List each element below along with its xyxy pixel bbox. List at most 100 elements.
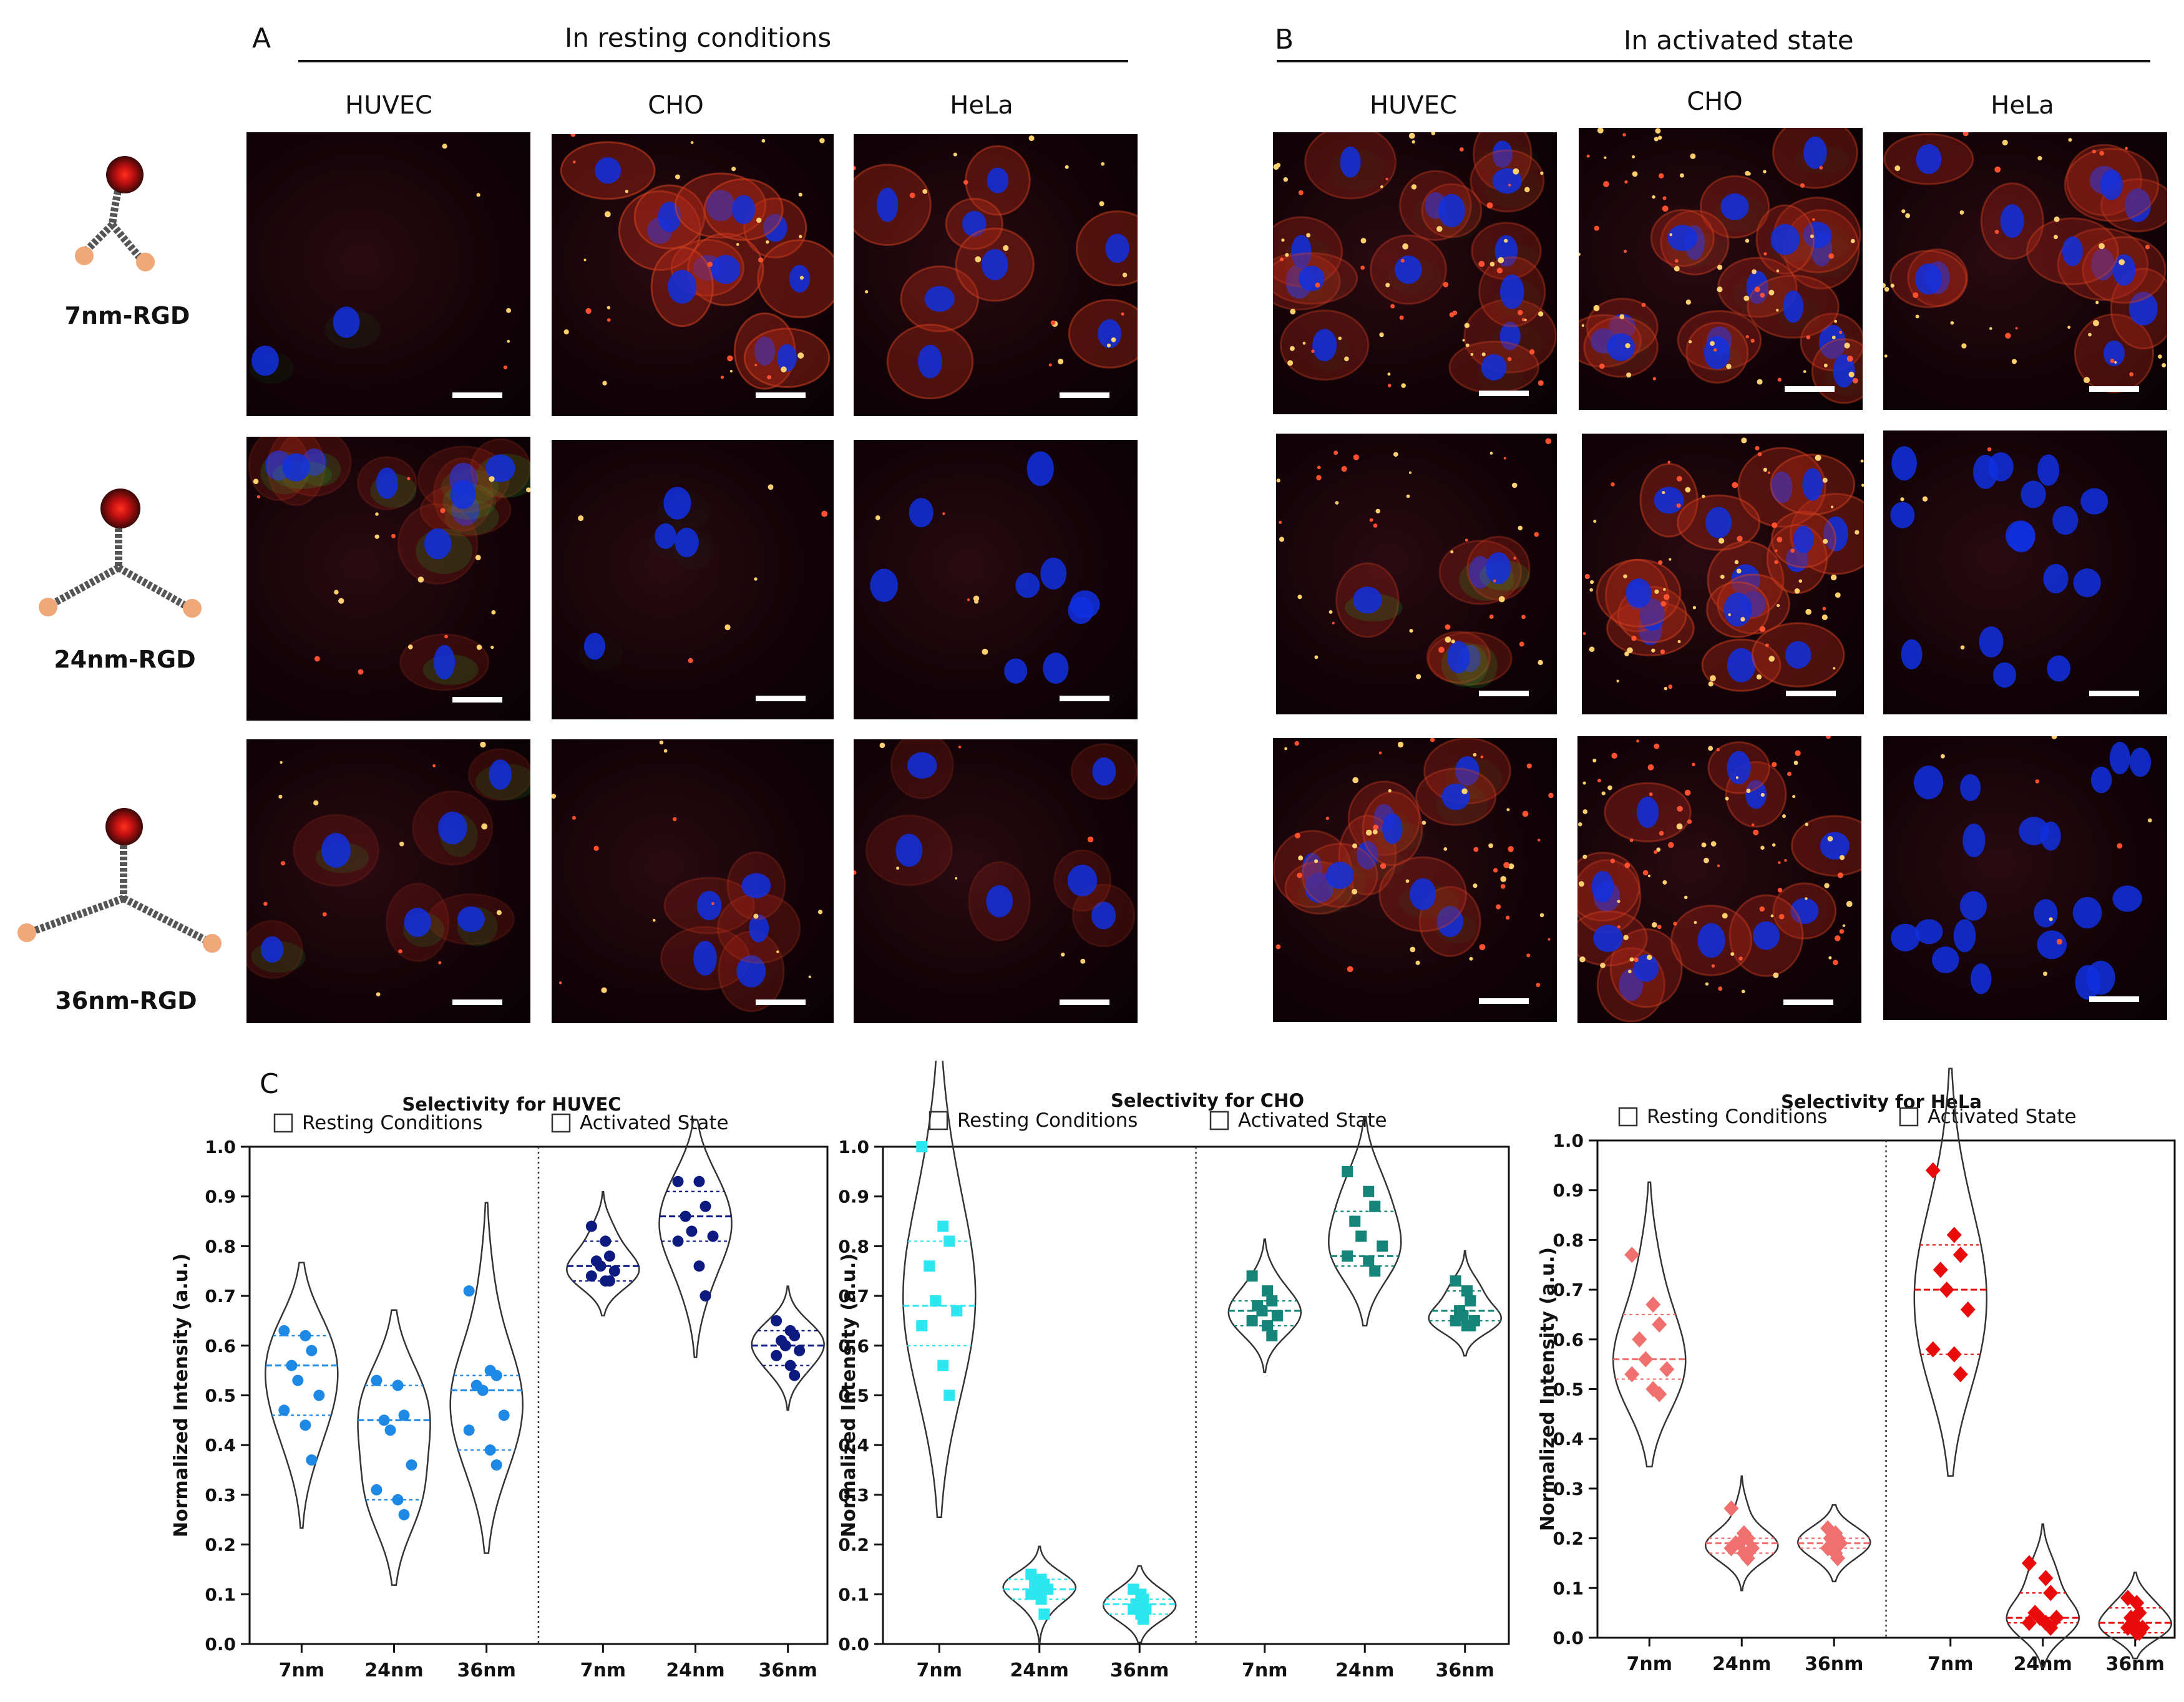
legend-checkbox-icon (929, 1111, 948, 1131)
nucleus (2091, 248, 2115, 281)
signal-spot (1373, 523, 1378, 528)
signal-spot (1760, 293, 1765, 298)
signal-spot (1450, 550, 1454, 553)
microscopy-image (1273, 738, 1557, 1022)
violin-outline (1328, 1116, 1402, 1327)
data-point (1465, 1320, 1476, 1331)
signal-spot (2099, 150, 2104, 156)
signal-spot (1994, 166, 2001, 173)
panel-a-title: In resting conditions (565, 22, 832, 53)
y-tick-label: 1.0 (205, 1137, 236, 1157)
signal-spot (1352, 777, 1359, 784)
data-point (603, 1250, 615, 1262)
signal-spot (1405, 879, 1410, 883)
y-tick-label: 0.1 (205, 1584, 236, 1605)
data-point (1659, 1361, 1675, 1378)
signal-spot (724, 624, 731, 631)
signal-spot (731, 167, 736, 172)
signal-spot (1390, 304, 1395, 309)
nucleus (1901, 639, 1923, 669)
signal-spot (1341, 465, 1347, 472)
data-point (1624, 1366, 1640, 1383)
data-point (1638, 1351, 1654, 1368)
data-point (498, 1409, 510, 1421)
nucleus (1455, 756, 1480, 786)
nucleus (1987, 452, 2014, 482)
y-axis-label: Normalized Intensity (a.u.) (838, 1253, 860, 1537)
signal-spot (1415, 960, 1420, 965)
scale-bar (756, 696, 806, 701)
signal-spot (1798, 579, 1803, 583)
signal-spot (1537, 839, 1541, 842)
signal-spot (1488, 843, 1493, 849)
signal-spot (1521, 615, 1526, 620)
data-point (463, 1424, 475, 1436)
data-point (1038, 1608, 1050, 1620)
signal-spot (1737, 535, 1743, 542)
signal-spot (1760, 845, 1765, 850)
signal-spot (1713, 348, 1717, 352)
signal-spot (1704, 857, 1709, 863)
fluorophore-icon (106, 156, 144, 193)
signal-spot (1061, 952, 1065, 957)
signal-spot (481, 823, 488, 830)
signal-spot (1284, 747, 1288, 751)
signal-spot (1634, 957, 1639, 963)
signal-spot (1473, 883, 1478, 888)
y-tick-label: 0.5 (1553, 1379, 1584, 1400)
violin-outline (902, 1061, 977, 1519)
signal-spot (1524, 187, 1530, 193)
plot-frame (882, 1145, 1510, 1645)
signal-spot (1726, 364, 1732, 369)
signal-spot (1597, 128, 1604, 134)
microscopy-image (1276, 434, 1557, 714)
data-point (771, 1349, 782, 1361)
signal-spot (776, 950, 779, 953)
signal-spot (256, 495, 260, 498)
data-point (784, 1359, 796, 1371)
signal-spot (1716, 747, 1720, 752)
signal-spot (1710, 675, 1716, 682)
nucleus (1704, 336, 1730, 369)
panel-b-title: In activated state (1624, 25, 1854, 56)
signal-spot (1276, 479, 1280, 483)
rgd-ligand-icon (183, 599, 202, 618)
nucleus (1823, 516, 1848, 552)
signal-spot (1778, 914, 1785, 920)
x-tick-label: 24nm (1010, 1660, 1069, 1681)
signal-spot (1623, 574, 1627, 578)
y-tick-label: 1.0 (1553, 1131, 1584, 1151)
signal-spot (1101, 162, 1105, 166)
signal-spot (1402, 243, 1409, 250)
signal-spot (263, 902, 268, 906)
signal-spot (1842, 924, 1846, 927)
signal-spot (1740, 616, 1745, 622)
col-label-a-hela: HeLa (950, 91, 1013, 120)
signal-spot (1860, 459, 1864, 463)
signal-spot (1755, 445, 1760, 450)
nucleus (2124, 188, 2151, 222)
signal-spot (1662, 880, 1667, 885)
signal-spot (1275, 944, 1281, 950)
signal-spot (1408, 132, 1415, 139)
signal-spot (375, 512, 379, 516)
nucleus (2037, 930, 2067, 960)
data-point (1939, 1281, 1954, 1298)
data-point (771, 1315, 782, 1326)
nucleus (1340, 146, 1361, 178)
nucleus (424, 528, 452, 560)
signal-spot (1718, 538, 1725, 544)
data-point (672, 1235, 684, 1247)
legend-label: Activated State (1238, 1109, 1387, 1132)
nucleus (1639, 598, 1665, 631)
x-tick-label: 7nm (1627, 1653, 1673, 1675)
chart-title: Selectivity for HUVEC (402, 1094, 621, 1115)
data-point (608, 1265, 620, 1277)
nucleus (1915, 919, 1943, 945)
x-tick-label: 24nm (666, 1660, 724, 1681)
signal-spot (1772, 843, 1776, 847)
nucleus (1891, 446, 1917, 481)
signal-spot (1625, 343, 1631, 349)
signal-spot (583, 258, 587, 261)
